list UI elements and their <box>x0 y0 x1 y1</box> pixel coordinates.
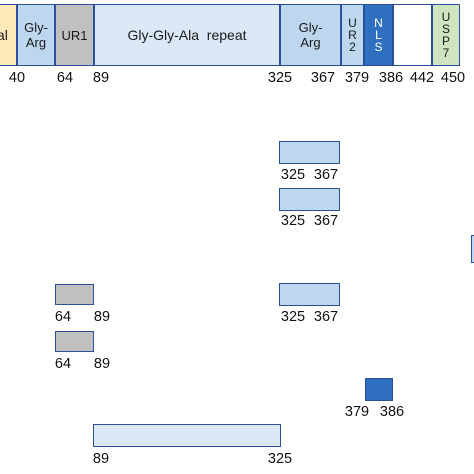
position-label: 386 <box>378 70 404 86</box>
domain-blank <box>393 4 432 66</box>
fragment-position-label: 89 <box>93 356 111 372</box>
fragment-position-label: 325 <box>267 451 293 467</box>
fragment-position-label: 325 <box>280 309 306 325</box>
domain-label: Gly-Gly-Ala repeat <box>127 26 247 43</box>
fragment-frag-glyarg-1 <box>279 141 340 164</box>
domain-nterm: al <box>0 4 17 66</box>
domain-label: U S P 7 <box>441 10 451 60</box>
fragment-frag-nls <box>365 378 393 401</box>
position-label: 89 <box>92 70 110 86</box>
domain-usp7: U S P 7 <box>432 4 460 66</box>
position-label: 367 <box>310 70 336 86</box>
domain-label: Gly- Arg <box>24 20 48 50</box>
domain-nls: N L S <box>364 4 393 66</box>
domain-label: U R 2 <box>348 16 357 54</box>
fragment-position-label: 89 <box>93 309 111 325</box>
fragment-position-label: 325 <box>280 213 306 229</box>
position-label: 442 <box>409 70 435 86</box>
position-label: 40 <box>8 70 26 86</box>
fragment-position-label: 367 <box>313 213 339 229</box>
position-label: 379 <box>344 70 370 86</box>
position-label: 325 <box>267 70 293 86</box>
fragment-position-label: 89 <box>92 451 110 467</box>
fragment-frag-ur1-2 <box>55 331 94 352</box>
fragment-edge-cutoff <box>471 235 474 263</box>
domain-ur2: U R 2 <box>341 4 364 66</box>
fragment-frag-ur1-1 <box>55 284 94 305</box>
domain-label: Gly- Arg <box>298 20 323 50</box>
fragment-position-label: 386 <box>379 404 405 420</box>
domain-label: UR1 <box>61 27 88 43</box>
domain-glyarg1: Gly- Arg <box>17 4 55 66</box>
fragment-frag-glyarg-3 <box>279 283 340 306</box>
fragment-position-label: 325 <box>280 167 306 183</box>
position-label: 450 <box>440 70 466 86</box>
domain-ur1: UR1 <box>55 4 94 66</box>
domain-label: al <box>0 26 8 43</box>
fragment-frag-glyarg-2 <box>279 188 340 211</box>
fragment-position-label: 64 <box>54 309 72 325</box>
fragment-position-label: 379 <box>344 404 370 420</box>
fragment-position-label: 367 <box>313 167 339 183</box>
fragment-position-label: 64 <box>54 356 72 372</box>
position-label: 64 <box>56 70 74 86</box>
domain-glyarg2: Gly- Arg <box>280 4 341 66</box>
domain-repeat: Gly-Gly-Ala repeat <box>94 4 280 66</box>
domain-label: N L S <box>374 16 383 54</box>
fragment-frag-repeat <box>93 424 281 447</box>
fragment-position-label: 367 <box>313 309 339 325</box>
